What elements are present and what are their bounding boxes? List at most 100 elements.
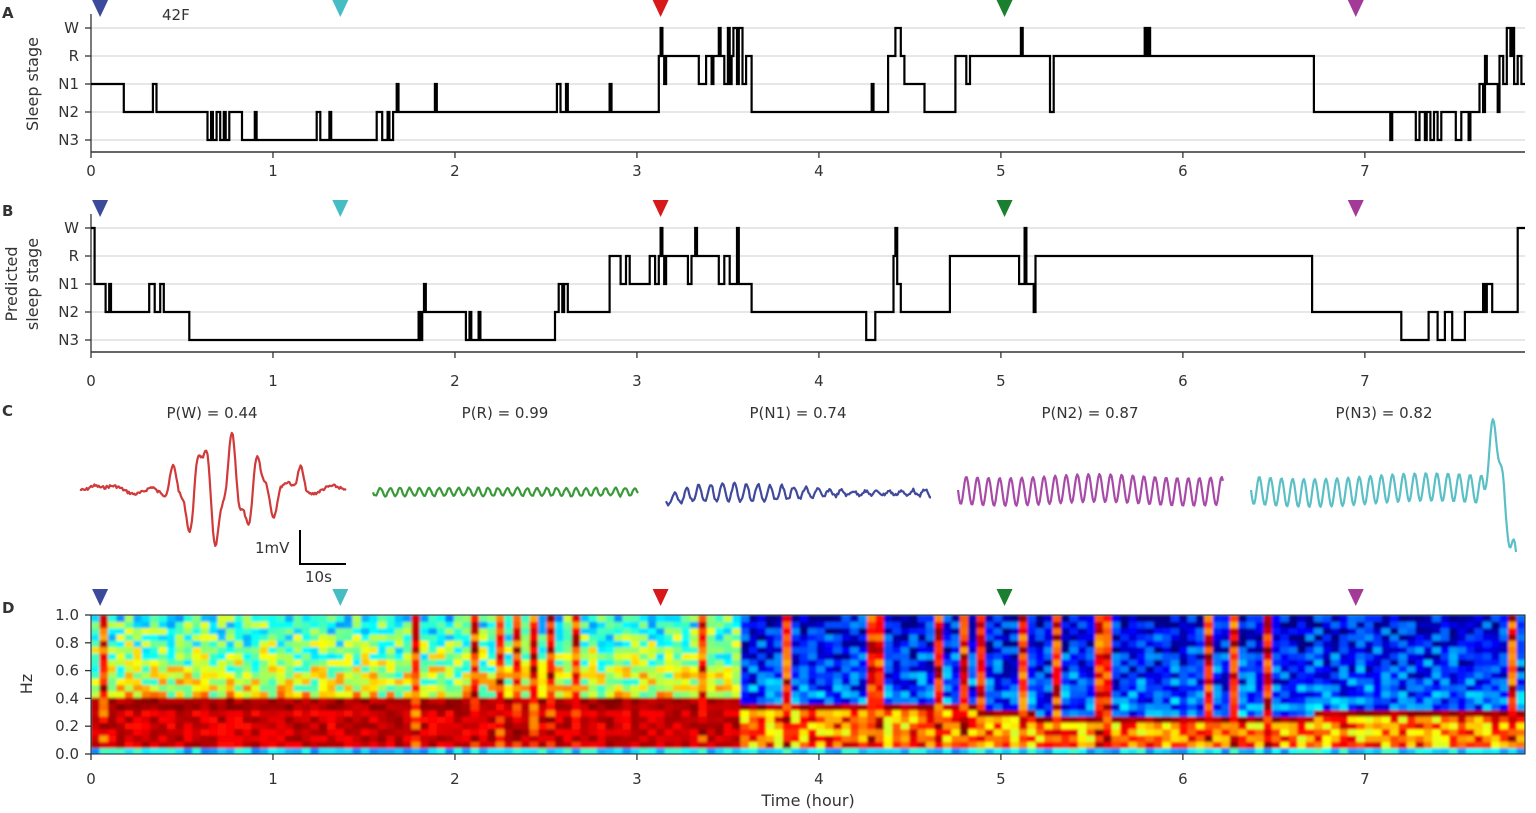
spectrogram-cell [1120, 747, 1130, 754]
spectrogram-cell [968, 659, 978, 667]
spectrogram-cell [470, 615, 480, 622]
spectrogram-cell [445, 665, 455, 673]
spectrogram-cell [352, 684, 362, 692]
spectrogram-cell [1305, 678, 1315, 686]
spectrogram-cell [1128, 659, 1138, 667]
spectrogram-cell [1339, 665, 1349, 673]
spectrogram-cell [1305, 690, 1315, 698]
spectrogram-cell [647, 640, 657, 648]
spectrogram-cell [757, 633, 767, 641]
spectrogram-cell [740, 640, 750, 648]
spectrogram-cell [765, 722, 775, 730]
spectrogram-cell [917, 671, 927, 679]
spectrogram-cell [1356, 671, 1366, 679]
spectrogram-cell [774, 684, 784, 692]
spectrogram-cell [1482, 690, 1492, 698]
spectrogram-cell [1052, 627, 1062, 635]
spectrogram-cell [824, 652, 834, 660]
spectrogram-cell [1221, 633, 1231, 641]
spectrogram-cell [327, 703, 337, 711]
spectrogram-cell [141, 678, 151, 686]
spectrogram-cell [1314, 671, 1324, 679]
spectrogram-cell [116, 716, 126, 724]
spectrogram-cell [1415, 716, 1425, 724]
spectrogram-cell [268, 697, 278, 705]
spectrogram-cell [1145, 703, 1155, 711]
spectrogram-cell [1035, 640, 1045, 648]
spectrogram-cell [1465, 678, 1475, 686]
spectrogram-cell [546, 741, 556, 749]
spectrogram-cell [1297, 671, 1307, 679]
spectrogram-cell [200, 722, 210, 730]
spectrogram-cell [799, 684, 809, 692]
spectrogram-cell [765, 690, 775, 698]
spectrogram-cell [116, 703, 126, 711]
spectrogram-cell [1516, 747, 1525, 754]
spectrogram-cell [689, 640, 699, 648]
spectrogram-cell [1398, 741, 1408, 749]
spectrogram-cell [1305, 741, 1315, 749]
spectrogram-cell [1432, 621, 1442, 629]
spectrogram-cell [335, 678, 345, 686]
spectrogram-cell [394, 684, 404, 692]
spectrogram-cell [1145, 627, 1155, 635]
spectrogram-cell [1128, 646, 1138, 654]
spectrogram-cell [1457, 684, 1467, 692]
spectrogram-cell [1347, 697, 1357, 705]
spectrogram-cell [360, 697, 370, 705]
spectrogram-cell [892, 671, 902, 679]
spectrogram-cell [1052, 646, 1062, 654]
spectrogram-cell [495, 684, 505, 692]
spectrogram-cell [723, 621, 733, 629]
spectrogram-cell [1305, 703, 1315, 711]
spectrogram-cell [909, 640, 919, 648]
spectrogram-cell [436, 659, 446, 667]
spectrogram-cell [892, 722, 902, 730]
spectrogram-cell [1364, 741, 1374, 749]
spectrogram-cell [1094, 697, 1104, 705]
spectrogram-cell [276, 640, 286, 648]
spectrogram-cell [428, 735, 438, 742]
spectrogram-cell [1263, 640, 1273, 648]
spectrogram-cell [1136, 703, 1147, 711]
spectrogram-cell [740, 697, 750, 705]
spectrogram-cell [1508, 728, 1518, 736]
spectrogram-cell [698, 652, 708, 660]
spectrogram-cell [293, 735, 303, 742]
spectrogram-cell [630, 678, 640, 686]
spectrogram-cell [605, 741, 615, 749]
spectrogram-cell [1120, 722, 1130, 730]
spectrogram-cell [673, 678, 683, 686]
spectrogram-cell [571, 621, 581, 629]
spectrogram-cell [1153, 665, 1163, 673]
spectrogram-cell [689, 722, 699, 730]
spectrogram-cell [91, 697, 101, 705]
spectrogram-cell [689, 627, 699, 635]
spectrogram-cell [698, 709, 708, 717]
spectrogram-cell [706, 621, 716, 629]
spectrogram-cell [1221, 722, 1231, 730]
spectrogram-cell [850, 665, 860, 673]
spectrogram-cell [765, 735, 775, 742]
spectrogram-cell [116, 690, 126, 698]
spectrogram-cell [285, 659, 295, 667]
spectrogram-cell [386, 646, 396, 654]
spectrogram-cell [1322, 646, 1332, 654]
spectrogram-cell [1263, 722, 1273, 730]
spectrogram-cell [985, 703, 995, 711]
spectrogram-cell [192, 747, 202, 754]
spectrogram-cell [1398, 652, 1408, 660]
spectrogram-cell [335, 659, 345, 667]
spectrogram-cell [841, 722, 851, 730]
spectrogram-cell [732, 703, 742, 711]
spectrogram-cell [512, 615, 522, 622]
spectrogram-cell [377, 665, 387, 673]
spectrogram-cell [1339, 640, 1349, 648]
spectrogram-cell [875, 678, 885, 686]
spectrogram-cell [1297, 646, 1307, 654]
spectrogram-cell [1103, 615, 1113, 622]
spectrogram-cell [107, 678, 117, 686]
spectrogram-cell [664, 716, 674, 724]
spectrogram-cell [1111, 709, 1121, 717]
spectrogram-cell [630, 697, 640, 705]
